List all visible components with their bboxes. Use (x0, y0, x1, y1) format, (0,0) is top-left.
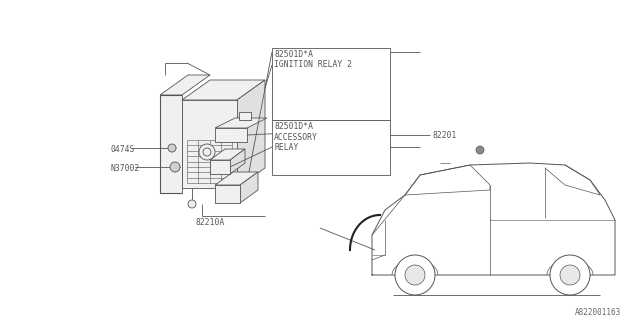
Bar (215, 128, 247, 142)
Text: N37002: N37002 (110, 164, 140, 173)
Circle shape (560, 265, 580, 285)
Text: ACCESSORY: ACCESSORY (274, 133, 318, 142)
Bar (210, 160, 230, 174)
Text: 82501D*A: 82501D*A (274, 122, 313, 131)
Text: RELAY: RELAY (274, 143, 298, 152)
Circle shape (188, 200, 196, 208)
Circle shape (405, 265, 425, 285)
Polygon shape (182, 80, 265, 100)
Text: IGNITION RELAY 2: IGNITION RELAY 2 (274, 60, 352, 69)
Polygon shape (240, 172, 258, 203)
Bar (272, 48, 390, 120)
Text: 82210A: 82210A (195, 218, 224, 227)
Text: 0474S: 0474S (110, 145, 134, 154)
Circle shape (199, 144, 215, 160)
Polygon shape (230, 149, 245, 174)
Polygon shape (160, 75, 210, 95)
Circle shape (395, 255, 435, 295)
Circle shape (168, 144, 176, 152)
Polygon shape (215, 172, 258, 185)
Bar (272, 120, 390, 175)
Circle shape (550, 255, 590, 295)
Bar (215, 185, 240, 203)
Text: A822001163: A822001163 (575, 308, 621, 317)
Polygon shape (210, 149, 245, 160)
Bar (182, 100, 237, 188)
Polygon shape (215, 118, 267, 128)
Polygon shape (237, 80, 265, 188)
Text: 82201: 82201 (432, 131, 456, 140)
Bar (239, 112, 251, 120)
Text: 82501D*A: 82501D*A (274, 50, 313, 59)
Circle shape (170, 162, 180, 172)
Circle shape (476, 146, 484, 154)
Polygon shape (160, 95, 182, 193)
